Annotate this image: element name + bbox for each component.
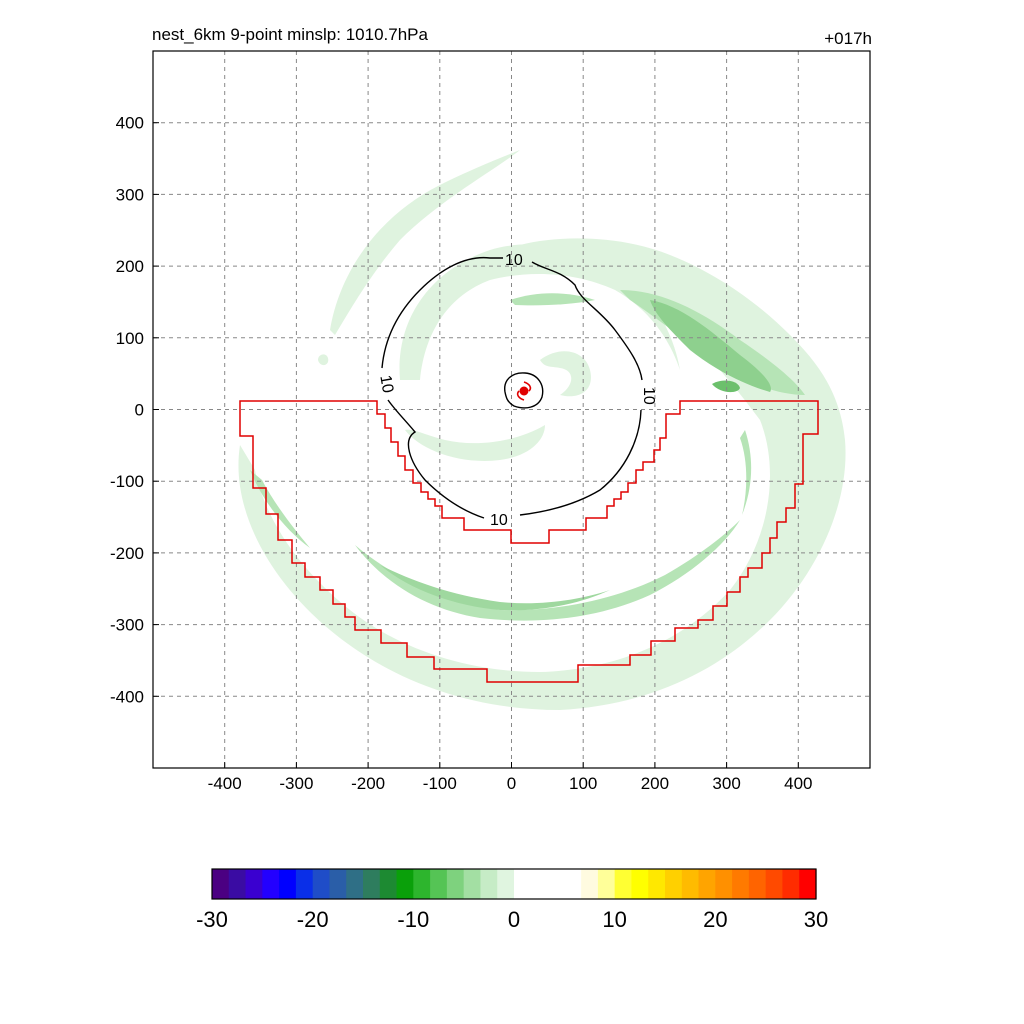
colorbar-swatch xyxy=(799,869,817,899)
y-tick-label: 300 xyxy=(116,185,144,204)
y-tick-label: 400 xyxy=(116,114,144,133)
colorbar-tick-label: 20 xyxy=(703,907,727,932)
contour-label-bottom: 10 xyxy=(490,512,508,529)
colorbar-tick-label: 10 xyxy=(602,907,626,932)
plot-title: nest_6km 9-point minslp: 1010.7hPa xyxy=(152,25,428,44)
y-tick-label: 100 xyxy=(116,329,144,348)
colorbar-swatch xyxy=(581,869,599,899)
colorbar-swatch xyxy=(279,869,297,899)
x-tick-label: -400 xyxy=(208,774,242,793)
colorbar-swatch xyxy=(564,869,582,899)
x-tick-label: -200 xyxy=(351,774,385,793)
colorbar-swatch xyxy=(379,869,398,899)
colorbar-swatch xyxy=(648,869,666,899)
rainband-ne-core-blob xyxy=(712,380,740,393)
colorbar-swatch xyxy=(312,869,331,899)
y-axis-ticks: 400 300 200 100 0 -100 -200 -300 -400 xyxy=(110,114,159,706)
colorbar-swatch xyxy=(631,869,649,899)
colorbar-swatch xyxy=(329,869,347,899)
x-tick-label: 200 xyxy=(641,774,669,793)
rainband-ne-core xyxy=(650,300,771,392)
colorbar-tick-label: -20 xyxy=(297,907,329,932)
rainband-east-medium xyxy=(740,430,752,515)
rainband-inner-south xyxy=(405,425,545,461)
region-outline xyxy=(239,400,819,683)
colorbar-tick-label: -30 xyxy=(196,907,228,932)
y-tick-label: -100 xyxy=(110,472,144,491)
colorbar-swatch xyxy=(547,869,565,899)
colorbar-swatch xyxy=(530,869,549,899)
x-tick-label: 300 xyxy=(712,774,740,793)
colorbar-swatch xyxy=(245,869,263,899)
rainband-south-core xyxy=(380,565,610,611)
colorbar-swatch xyxy=(514,869,532,899)
contour-label-top: 10 xyxy=(505,252,523,269)
shaded-field xyxy=(238,150,846,710)
contour-center xyxy=(504,372,544,409)
colorbar-swatch xyxy=(748,869,767,899)
colorbar-swatch xyxy=(396,869,414,899)
colorbar-swatch xyxy=(262,869,280,899)
rainband-north-medium xyxy=(510,293,595,306)
y-tick-label: -200 xyxy=(110,544,144,563)
colorbar-swatch xyxy=(665,869,683,899)
y-tick-label: 200 xyxy=(116,257,144,276)
x-tick-label: -100 xyxy=(423,774,457,793)
colorbar-ticks: -30 -20 -10 0 10 20 30 xyxy=(196,907,828,932)
colorbar-tick-label: 0 xyxy=(508,907,520,932)
x-tick-label: 100 xyxy=(569,774,597,793)
colorbar-swatch xyxy=(480,869,498,899)
colorbar-swatch xyxy=(614,869,633,899)
colorbar-swatch xyxy=(698,869,716,899)
colorbar-frame xyxy=(211,868,817,900)
x-tick-label: 400 xyxy=(784,774,812,793)
colorbar-swatch xyxy=(765,869,784,899)
rainband-west-medium xyxy=(250,470,310,548)
colorbar-swatch xyxy=(430,869,448,899)
colorbar xyxy=(211,868,817,900)
colorbar-swatch xyxy=(446,869,465,899)
grid-lines xyxy=(153,51,870,768)
colorbar-swatch xyxy=(346,869,364,899)
contour-label-right: 10 xyxy=(640,387,657,405)
x-tick-label: -300 xyxy=(279,774,313,793)
colorbar-swatch xyxy=(732,869,750,899)
colorbar-tick-label: 30 xyxy=(804,907,828,932)
y-tick-label: 0 xyxy=(135,401,144,420)
rainband-inner xyxy=(399,244,680,380)
rainband-north-arc-small xyxy=(318,354,329,366)
colorbar-tick-label: -10 xyxy=(397,907,429,932)
colorbar-swatch xyxy=(497,869,515,899)
colorbar-swatch xyxy=(413,869,431,899)
colorbar-swatch xyxy=(715,869,733,899)
colorbar-swatch xyxy=(463,869,482,899)
rainband-south-medium xyxy=(355,520,740,621)
storm-center-dot xyxy=(519,386,529,396)
x-tick-label: 0 xyxy=(507,774,516,793)
rainband-center-swirl xyxy=(540,351,591,397)
colorbar-swatch xyxy=(363,869,381,899)
storm-center-marker xyxy=(516,381,532,401)
colorbar-swatch xyxy=(597,869,616,899)
colorbar-swatch xyxy=(681,869,700,899)
x-axis-ticks: -400 -300 -200 -100 0 100 200 300 400 xyxy=(208,762,812,793)
y-tick-label: -400 xyxy=(110,687,144,706)
rainband-outer-light xyxy=(238,238,846,710)
colorbar-swatch xyxy=(782,869,800,899)
colorbar-swatch xyxy=(212,869,230,899)
y-tick-label: -300 xyxy=(110,616,144,635)
colorbar-swatch xyxy=(295,869,314,899)
hurricane-icon xyxy=(516,381,532,401)
contour-10-outer xyxy=(381,256,643,519)
contour-label-left: 10 xyxy=(376,374,396,395)
colorbar-swatch xyxy=(228,869,247,899)
forecast-hour-label: +017h xyxy=(824,29,872,48)
